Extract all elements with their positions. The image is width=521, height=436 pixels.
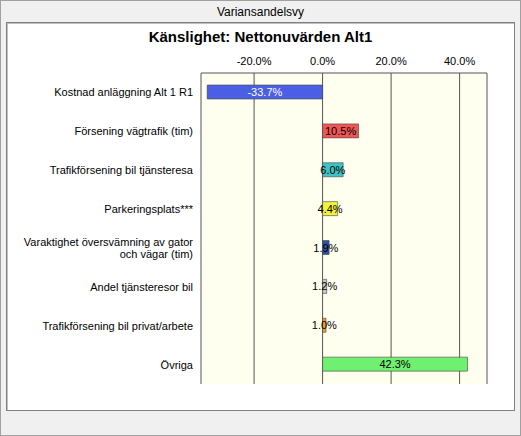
html-text:Variansandelsvy: Variansandelsvy: [216, 5, 305, 19]
svg-text:Andel tjänsteresor bil: Andel tjänsteresor bil: [90, 281, 193, 293]
svg-text:4.4%: 4.4%: [318, 203, 343, 215]
svg-text:Parkeringsplats***: Parkeringsplats***: [104, 203, 193, 215]
svg-text:1.9%: 1.9%: [313, 242, 338, 254]
svg-text:20.0%: 20.0%: [375, 55, 406, 67]
svg-text:6.0%: 6.0%: [320, 164, 345, 176]
svg-text:Övriga: Övriga: [161, 359, 194, 371]
html-text:Känslighet: Nettonuvärden Alt1: Känslighet: Nettonuvärden Alt1: [148, 28, 373, 45]
svg-text:Kostnad anläggning Alt 1 R1: Kostnad anläggning Alt 1 R1: [54, 86, 193, 98]
svg-text:42.3%: 42.3%: [379, 358, 410, 370]
svg-text:Trafikförsening bil tjänsteres: Trafikförsening bil tjänsteresa: [50, 164, 194, 176]
svg-text:40.0%: 40.0%: [444, 55, 475, 67]
svg-text:-20.0%: -20.0%: [237, 55, 272, 67]
svg-text:Försening vägtrafik (tim): Försening vägtrafik (tim): [74, 125, 193, 137]
svg-text:1.2%: 1.2%: [312, 280, 337, 292]
svg-text:Trafikförsening bil privat/arb: Trafikförsening bil privat/arbete: [42, 320, 193, 332]
svg-text:10.5%: 10.5%: [325, 125, 356, 137]
svg-text:1.0%: 1.0%: [312, 319, 337, 331]
svg-text:Varaktighet översvämning av ga: Varaktighet översvämning av gatoroch väg…: [24, 236, 193, 260]
svg-text:-33.7%: -33.7%: [247, 86, 282, 98]
svg-text:0.0%: 0.0%: [310, 55, 335, 67]
